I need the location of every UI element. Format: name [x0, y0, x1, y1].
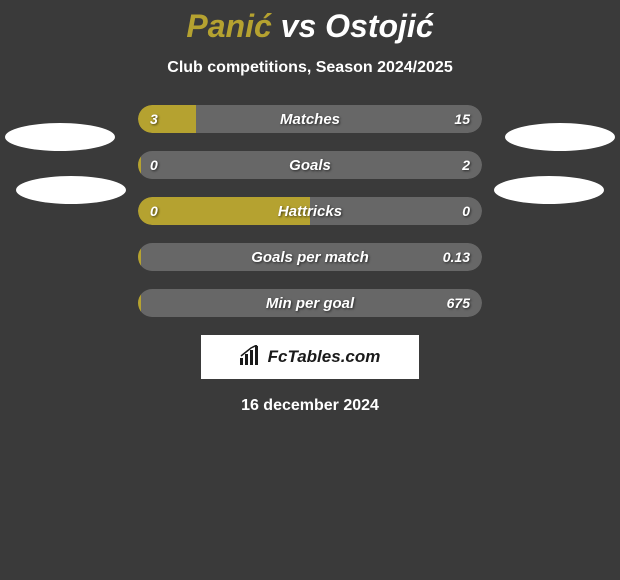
stat-bar-label: Hattricks: [138, 197, 482, 225]
stat-bar-left-value: 0: [150, 197, 158, 225]
stat-bar-right-value: 15: [454, 105, 470, 133]
stat-bar: Matches3 15: [138, 105, 482, 133]
vs-separator: vs: [281, 8, 317, 44]
club-logo-right-1: [505, 123, 615, 151]
player2-name: Ostojić: [325, 8, 433, 44]
stat-bar-left-value: 0: [150, 151, 158, 179]
comparison-widget: Panić vs Ostojić Club competitions, Seas…: [0, 0, 620, 415]
page-title: Panić vs Ostojić: [186, 8, 433, 45]
stat-bar-label: Matches: [138, 105, 482, 133]
stat-bar-label: Min per goal: [138, 289, 482, 317]
stat-bar: Min per goal675: [138, 289, 482, 317]
stat-bar-right-value: 0: [462, 197, 470, 225]
brand-chart-icon: [240, 345, 262, 370]
brand-box: FcTables.com: [201, 335, 419, 379]
stat-bar: Goals per match0.13: [138, 243, 482, 271]
stat-bar-left-value: 3: [150, 105, 158, 133]
subtitle: Club competitions, Season 2024/2025: [167, 59, 452, 77]
club-logo-right-2: [494, 176, 604, 204]
stat-bar-label: Goals per match: [138, 243, 482, 271]
brand-name: FcTables.com: [268, 347, 381, 367]
stat-bar: Hattricks0 0: [138, 197, 482, 225]
player1-name: Panić: [186, 8, 271, 44]
stat-bar-right-value: 0.13: [443, 243, 470, 271]
stat-bar: Goals0 2: [138, 151, 482, 179]
comparison-bars: Matches315Goals02Hattricks00Goals per ma…: [138, 105, 482, 317]
date-label: 16 december 2024: [241, 397, 379, 415]
stat-bar-right-value: 2: [462, 151, 470, 179]
club-logo-left-2: [16, 176, 126, 204]
stat-bar-right-value: 675: [447, 289, 470, 317]
stat-bar-label: Goals: [138, 151, 482, 179]
club-logo-left-1: [5, 123, 115, 151]
